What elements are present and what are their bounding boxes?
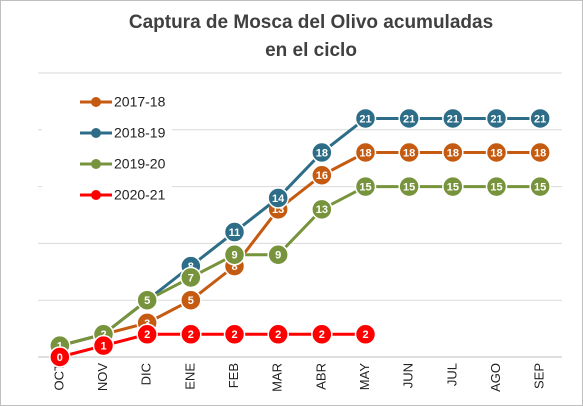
- data-label: 18: [490, 147, 502, 159]
- data-label: 2: [144, 329, 150, 341]
- data-label: 5: [144, 295, 150, 307]
- data-label: 21: [359, 113, 371, 125]
- x-tick-label: MAR: [270, 363, 285, 392]
- data-label: 15: [534, 182, 546, 194]
- marker: [529, 175, 551, 198]
- data-label: 21: [447, 113, 459, 125]
- marker: [485, 141, 508, 164]
- marker: [354, 141, 377, 164]
- marker: [398, 107, 420, 130]
- marker: [311, 164, 333, 186]
- marker: [180, 289, 202, 311]
- marker: [49, 346, 71, 368]
- legend-marker: [91, 128, 101, 138]
- marker: [180, 266, 202, 289]
- legend-marker: [91, 159, 101, 169]
- x-tick-label: JUL: [444, 363, 459, 386]
- marker: [267, 187, 289, 209]
- data-label: 18: [534, 147, 546, 159]
- x-tick-label: FEB: [226, 363, 241, 388]
- marker: [92, 334, 115, 357]
- marker: [180, 323, 202, 346]
- data-label: 14: [272, 193, 285, 205]
- marker: [136, 323, 158, 346]
- marker: [529, 141, 551, 164]
- marker: [311, 198, 333, 221]
- x-tick-label: JUN: [401, 363, 416, 388]
- marker: [442, 141, 464, 164]
- marker: [398, 141, 420, 164]
- marker: [267, 323, 289, 346]
- data-label: 2: [362, 329, 368, 341]
- marker: [529, 107, 551, 130]
- chart-title: Captura de Mosca del Olivo acumuladas: [129, 12, 493, 33]
- data-label: 2: [319, 329, 325, 341]
- legend-label: 2017-18: [114, 94, 166, 110]
- x-tick-label: OCT: [51, 363, 66, 391]
- marker: [485, 175, 508, 198]
- data-label: 18: [447, 147, 459, 159]
- data-label: 21: [490, 113, 502, 125]
- x-tick-label: ABR: [313, 363, 328, 390]
- chart-title: en el ciclo: [265, 40, 357, 61]
- data-label: 16: [316, 170, 328, 182]
- data-label: 8: [231, 261, 237, 273]
- marker: [223, 244, 246, 266]
- legend-label: 2019-20: [114, 156, 166, 172]
- marker: [223, 323, 246, 346]
- data-label: 9: [231, 250, 237, 262]
- data-label: 21: [534, 113, 546, 125]
- marker: [354, 323, 377, 346]
- marker: [398, 175, 420, 198]
- legend-label: 2020-21: [114, 187, 166, 203]
- marker: [354, 175, 377, 198]
- legend-marker: [91, 97, 101, 107]
- marker: [485, 107, 508, 130]
- marker: [136, 289, 158, 311]
- data-label: 18: [316, 147, 328, 159]
- marker: [223, 221, 246, 243]
- marker: [354, 107, 377, 130]
- legend-box: [42, 90, 172, 208]
- data-label: 15: [359, 182, 371, 194]
- data-label: 15: [447, 182, 459, 194]
- data-label: 13: [316, 204, 328, 216]
- data-label: 18: [403, 147, 415, 159]
- data-label: 21: [403, 113, 415, 125]
- data-label: 1: [100, 341, 106, 353]
- data-label: 0: [57, 352, 63, 364]
- marker: [267, 244, 289, 266]
- legend-label: 2018-19: [114, 125, 166, 141]
- marker: [311, 323, 333, 346]
- x-tick-label: AGO: [488, 363, 503, 392]
- legend-marker: [91, 190, 101, 200]
- data-label: 2: [188, 329, 194, 341]
- data-label: 7: [188, 272, 194, 284]
- x-tick-label: MAY: [357, 363, 372, 391]
- x-tick-label: DIC: [139, 363, 154, 385]
- data-label: 5: [188, 295, 194, 307]
- x-tick-label: NOV: [95, 363, 110, 392]
- data-label: 18: [359, 147, 371, 159]
- marker: [442, 175, 464, 198]
- data-label: 2: [275, 329, 281, 341]
- data-label: 2: [231, 329, 237, 341]
- data-label: 11: [229, 227, 241, 239]
- x-tick-label: ENE: [182, 363, 197, 390]
- data-label: 15: [490, 182, 502, 194]
- data-label: 9: [275, 250, 281, 262]
- marker: [442, 107, 464, 130]
- x-tick-label: SEP: [532, 363, 547, 389]
- marker: [311, 141, 333, 164]
- data-label: 15: [403, 182, 415, 194]
